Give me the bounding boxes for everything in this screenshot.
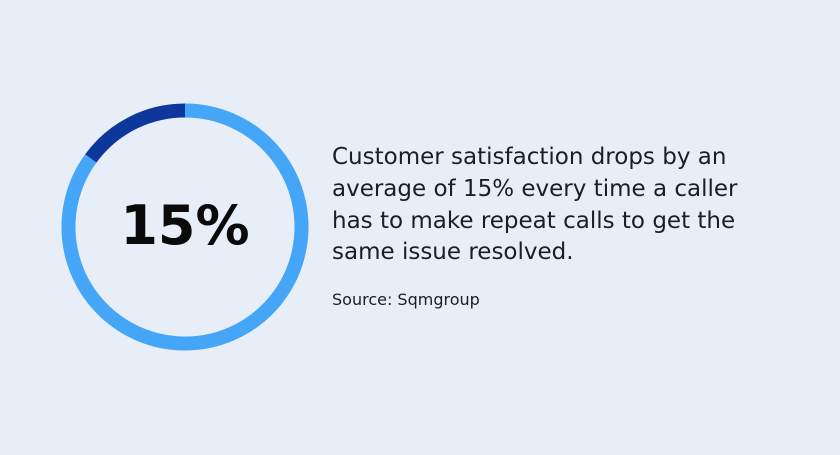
caption-line: Customer satisfaction drops by an (332, 144, 726, 170)
caption-line: has to make repeat calls to get the (332, 208, 735, 234)
caption-line: average of 15% every time a caller (332, 176, 738, 202)
donut-chart (61, 103, 309, 351)
donut-segment (85, 103, 186, 163)
donut-segment (61, 103, 309, 351)
center-label: 15% (120, 194, 249, 257)
source: Source: Sqmgroup (332, 290, 480, 309)
caption-line: same issue resolved. (332, 239, 574, 265)
